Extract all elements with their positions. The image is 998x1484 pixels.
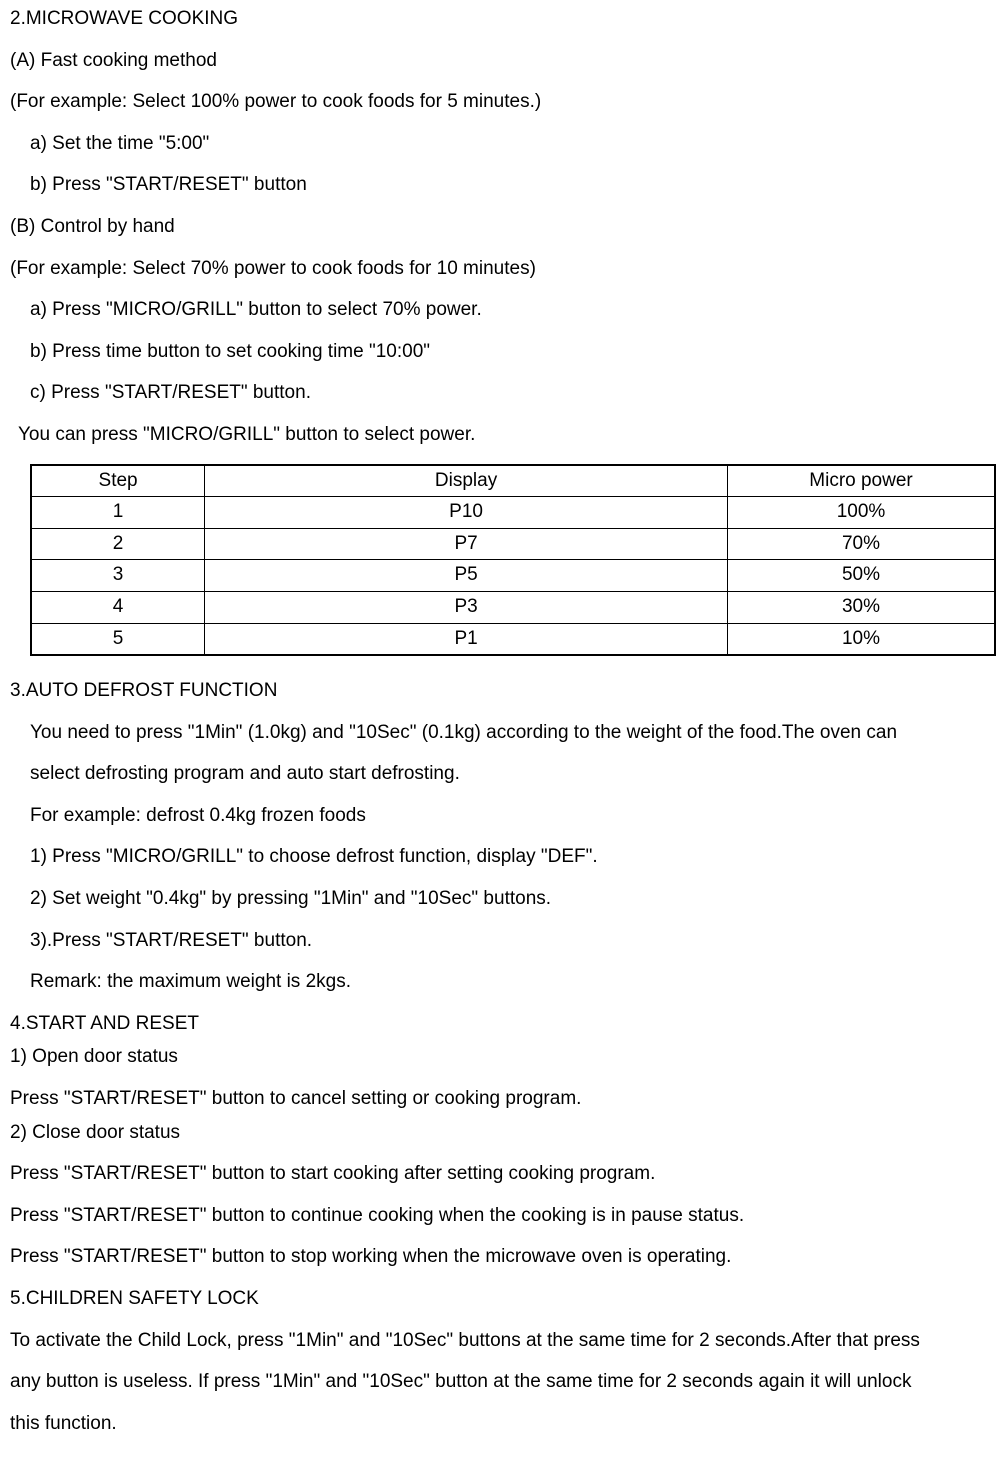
section-2a-heading: (A) Fast cooking method: [10, 48, 988, 75]
section-2-title: 2.MICROWAVE COOKING: [10, 6, 988, 33]
table-cell: 50%: [728, 560, 995, 592]
section-5-line3: this function.: [10, 1411, 988, 1438]
section-3-intro2: select defrosting program and auto start…: [10, 761, 988, 788]
table-cell: 2: [31, 528, 205, 560]
section-2a-step-a: a) Set the time "5:00": [10, 131, 988, 158]
section-2b-heading: (B) Control by hand: [10, 214, 988, 241]
section-4-open-heading: 1) Open door status: [10, 1044, 988, 1071]
table-cell: 4: [31, 591, 205, 623]
table-cell: P7: [205, 528, 728, 560]
section-3-title: 3.AUTO DEFROST FUNCTION: [10, 678, 988, 705]
table-cell: P10: [205, 497, 728, 529]
table-cell: P3: [205, 591, 728, 623]
section-2a-example: (For example: Select 100% power to cook …: [10, 89, 988, 116]
section-4-close-line3: Press "START/RESET" button to stop worki…: [10, 1244, 988, 1271]
section-3-intro1: You need to press "1Min" (1.0kg) and "10…: [10, 720, 988, 747]
table-header-display: Display: [205, 465, 728, 497]
table-header-step: Step: [31, 465, 205, 497]
table-cell: 1: [31, 497, 205, 529]
section-4-open-line: Press "START/RESET" button to cancel set…: [10, 1086, 988, 1113]
table-row: 1 P10 100%: [31, 497, 995, 529]
section-2b-step-b: b) Press time button to set cooking time…: [10, 339, 988, 366]
section-2b-step-a: a) Press "MICRO/GRILL" button to select …: [10, 297, 988, 324]
table-cell: P1: [205, 623, 728, 655]
table-cell: 100%: [728, 497, 995, 529]
section-2b-example: (For example: Select 70% power to cook f…: [10, 256, 988, 283]
section-3-step2: 2) Set weight "0.4kg" by pressing "1Min"…: [10, 886, 988, 913]
section-2b-note: You can press "MICRO/GRILL" button to se…: [10, 422, 988, 449]
section-4-close-line1: Press "START/RESET" button to start cook…: [10, 1161, 988, 1188]
table-header-power: Micro power: [728, 465, 995, 497]
table-cell: 30%: [728, 591, 995, 623]
section-2a-step-b: b) Press "START/RESET" button: [10, 172, 988, 199]
section-5-title: 5.CHILDREN SAFETY LOCK: [10, 1286, 988, 1313]
table-cell: 3: [31, 560, 205, 592]
table-cell: 10%: [728, 623, 995, 655]
section-3-step1: 1) Press "MICRO/GRILL" to choose defrost…: [10, 844, 988, 871]
section-5-line1: To activate the Child Lock, press "1Min"…: [10, 1328, 988, 1355]
table-row: 2 P7 70%: [31, 528, 995, 560]
section-4-close-heading: 2) Close door status: [10, 1120, 988, 1147]
section-4-close-line2: Press "START/RESET" button to continue c…: [10, 1203, 988, 1230]
section-3-step3: 3).Press "START/RESET" button.: [10, 928, 988, 955]
section-3-example: For example: defrost 0.4kg frozen foods: [10, 803, 988, 830]
table-cell: 5: [31, 623, 205, 655]
section-2b-step-c: c) Press "START/RESET" button.: [10, 380, 988, 407]
section-4-title: 4.START AND RESET: [10, 1011, 988, 1038]
section-5-line2: any button is useless. If press "1Min" a…: [10, 1369, 988, 1396]
table-cell: P5: [205, 560, 728, 592]
section-3-remark: Remark: the maximum weight is 2kgs.: [10, 969, 988, 996]
power-table: Step Display Micro power 1 P10 100% 2 P7…: [30, 464, 996, 657]
table-row: 5 P1 10%: [31, 623, 995, 655]
table-row: 3 P5 50%: [31, 560, 995, 592]
table-cell: 70%: [728, 528, 995, 560]
table-row: 4 P3 30%: [31, 591, 995, 623]
table-header-row: Step Display Micro power: [31, 465, 995, 497]
